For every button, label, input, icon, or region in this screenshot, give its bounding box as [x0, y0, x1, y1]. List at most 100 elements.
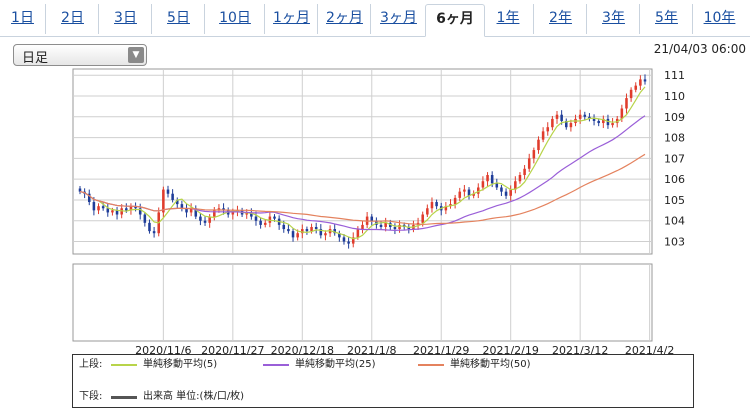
x-tick-label-1: 2020/11/6: [135, 344, 191, 357]
candle-body-89: [486, 175, 489, 182]
tab-7[interactable]: 2ヶ月: [317, 4, 371, 34]
tab-5[interactable]: 10日: [204, 4, 265, 34]
y-tick-label-108: 108: [664, 132, 685, 145]
candle-body-105: [560, 114, 563, 121]
candle-body-110: [583, 114, 587, 117]
candle-body-109: [578, 114, 582, 119]
candle-body-103: [551, 118, 554, 128]
candle-body-112: [592, 118, 596, 121]
candle-body-121: [634, 85, 638, 90]
y-tick-label-109: 109: [664, 111, 685, 124]
candle-body-96: [518, 175, 522, 182]
candle-body-14: [138, 208, 142, 215]
candle-body-100: [537, 139, 540, 151]
ma-line-5: [79, 86, 646, 240]
tab-1[interactable]: 1日: [11, 10, 34, 26]
tab-2[interactable]: 2日: [45, 4, 99, 34]
candle-body-26: [194, 208, 198, 217]
candle-body-34: [231, 212, 235, 215]
candle-body-85: [467, 189, 471, 196]
candle-body-49: [301, 229, 304, 234]
y-tick-label-104: 104: [664, 215, 685, 228]
legend-volume-label: 出来高 単位:(株/口/枚): [143, 391, 245, 402]
tab-13[interactable]: 5年: [639, 4, 693, 34]
candle-body-46: [287, 229, 290, 232]
candle-body-47: [291, 231, 295, 238]
tab-12[interactable]: 3年: [586, 4, 640, 34]
candle-body-38: [250, 212, 253, 217]
candle-body-45: [282, 224, 286, 230]
candle-body-75: [421, 214, 424, 223]
candle-body-41: [263, 222, 267, 225]
candle-body-52: [314, 226, 318, 230]
candle-body-40: [259, 220, 262, 225]
period-tabs: 1日 2日 3日 5日 10日 1ヶ月 2ヶ月 3ヶ月 6ヶ月 1年 2年 3年 5年 10年: [0, 0, 750, 37]
candle-body-91: [495, 183, 499, 188]
candle-body-87: [477, 187, 480, 194]
period-select-value: 日足: [22, 51, 49, 66]
candle-body-28: [203, 220, 207, 223]
candle-body-114: [602, 118, 605, 124]
candle-body-51: [310, 226, 313, 232]
candle-body-32: [222, 208, 225, 211]
candle-body-19: [162, 189, 165, 213]
y-tick-label-103: 103: [664, 236, 685, 249]
y-tick-label-106: 106: [664, 173, 685, 186]
tab-10[interactable]: 1年: [496, 10, 520, 26]
chevron-down-icon[interactable]: ▼: [128, 47, 144, 63]
timestamp: 21/04/03 06:00: [653, 42, 746, 56]
x-tick-label-8: 2021/4/2: [625, 344, 674, 357]
candle-body-97: [523, 168, 526, 176]
period-select[interactable]: 日足 ▼: [13, 44, 147, 66]
legend-swatch-1: [111, 364, 137, 366]
x-tick-label-6: 2021/2/19: [482, 344, 538, 357]
candle-body-3: [87, 193, 91, 203]
candle-body-50: [305, 229, 309, 232]
candle-body-118: [620, 108, 624, 119]
candle-body-39: [254, 216, 258, 221]
tab-3[interactable]: 3日: [98, 4, 152, 34]
candle-body-98: [527, 158, 531, 169]
candle-body-12: [129, 206, 133, 211]
candle-body-92: [500, 187, 503, 192]
candle-body-62: [361, 224, 364, 230]
candle-body-7: [106, 208, 110, 213]
candle-body-76: [426, 208, 429, 215]
tab-6[interactable]: 1ヶ月: [264, 4, 318, 34]
candle-body-67: [384, 222, 387, 227]
y-tick-label-110: 110: [664, 90, 685, 103]
candle-body-80: [444, 206, 448, 211]
candle-body-102: [546, 127, 550, 132]
candle-body-58: [342, 237, 346, 242]
candle-body-115: [606, 118, 610, 126]
candle-body-69: [393, 226, 397, 230]
tab-9[interactable]: 6ヶ月: [425, 4, 485, 37]
candle-body-30: [213, 210, 216, 217]
legend-lower-row: 下段: 出来高 単位:(株/口/枚): [73, 390, 693, 404]
candle-body-107: [569, 123, 573, 128]
candle-body-23: [180, 204, 184, 209]
candle-body-64: [370, 216, 374, 221]
candle-body-122: [639, 79, 642, 86]
candle-body-77: [430, 202, 434, 209]
tab-4[interactable]: 5日: [151, 4, 205, 34]
tab-8[interactable]: 3ヶ月: [370, 4, 426, 34]
candle-body-27: [199, 216, 202, 221]
candle-body-22: [175, 199, 179, 205]
candle-body-101: [541, 131, 545, 140]
legend-upper-label: 上段:: [79, 359, 103, 370]
tab-14[interactable]: 10年: [692, 4, 746, 34]
candle-body-94: [509, 189, 512, 196]
candle-body-6: [101, 206, 105, 209]
tab-11[interactable]: 2年: [533, 4, 587, 34]
volume-plot-area: [72, 263, 653, 342]
candle-body-111: [588, 116, 591, 119]
candle-body-123: [643, 79, 647, 82]
x-tick-label-5: 2021/1/29: [413, 344, 469, 357]
candle-body-59: [347, 241, 350, 244]
candle-body-86: [472, 193, 475, 196]
candle-body-25: [189, 208, 193, 213]
candle-body-61: [356, 229, 360, 238]
x-tick-label-2: 2020/11/27: [201, 344, 264, 357]
candle-body-1: [78, 188, 82, 192]
